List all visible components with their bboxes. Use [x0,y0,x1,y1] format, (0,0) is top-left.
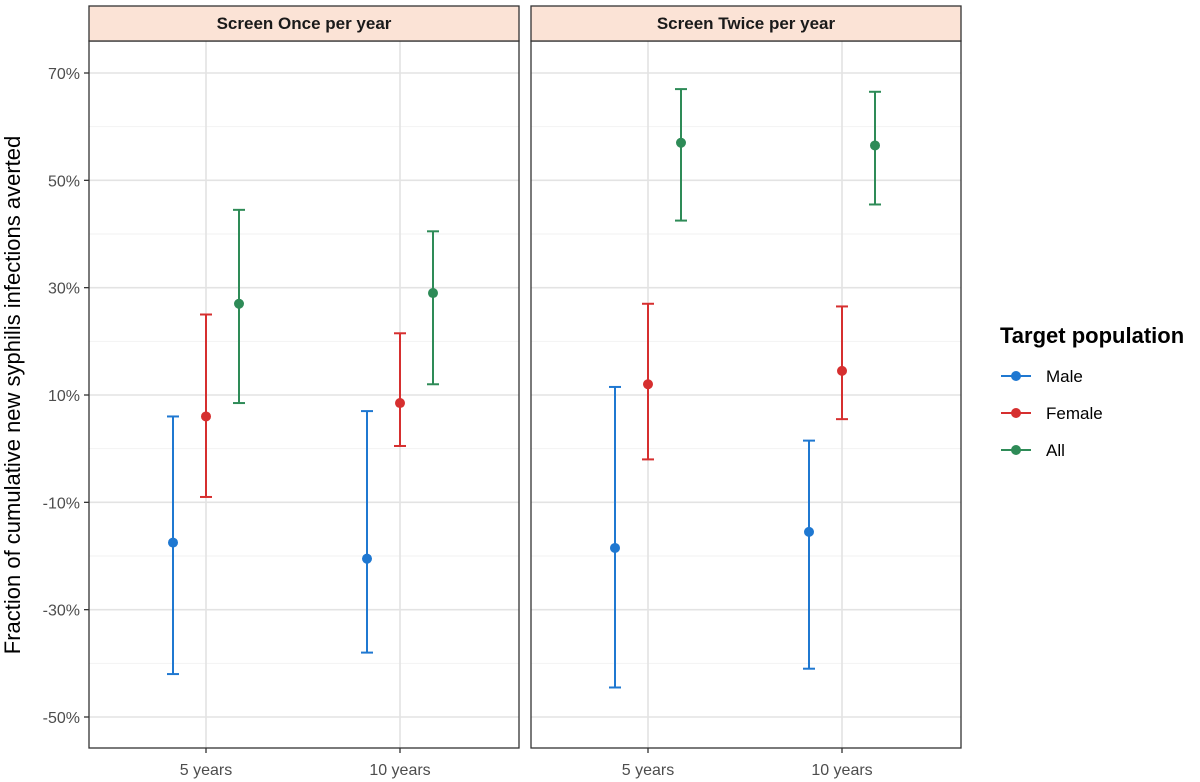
y-tick-label: 70% [48,66,80,83]
x-tick-label: 10 years [369,762,430,779]
facet-strip [88,5,520,42]
x-tick-label: 5 years [180,762,232,779]
facet-title: Screen Twice per year [657,14,836,33]
legend-key-point [1011,408,1021,418]
error-bar [394,332,406,447]
data-point [870,140,880,151]
error-bar [200,313,212,498]
x-tick-label: 5 years [622,762,674,779]
y-axis-label: Fraction of cumulative new syphilis infe… [0,136,25,654]
error-bar [609,385,621,689]
legend: Target population Male Female All [1000,323,1184,460]
legend-entry: Male [1001,367,1083,386]
facet-panel: Screen Twice per year 5 years 10 years [530,5,962,779]
error-bar [427,230,439,386]
y-tick-label: 50% [48,173,80,190]
legend-label: All [1046,441,1065,460]
facet-title: Screen Once per year [217,14,392,33]
error-bar [836,305,848,421]
data-point [676,137,686,148]
legend-key-point [1011,371,1021,381]
error-bar [803,439,815,670]
facet-panel: Screen Once per year 5 years 10 years [88,5,520,779]
data-point [837,365,847,376]
legend-key-point [1011,445,1021,455]
data-point [201,411,211,422]
legend-label: Male [1046,367,1083,386]
data-point [168,537,178,548]
x-tick-label: 10 years [811,762,872,779]
y-tick-label: -50% [43,710,80,727]
legend-label: Female [1046,404,1103,423]
data-point [643,379,653,390]
data-point [395,398,405,409]
y-tick-label: 10% [48,388,80,405]
y-tick-label: 30% [48,281,80,298]
y-tick-label: -30% [43,603,80,620]
facet-strip [530,5,962,42]
data-point [428,288,438,299]
data-point [362,553,372,564]
data-point [610,542,620,553]
y-axis: 70% 50% 30% 10% -10% -30% -50% [43,66,89,727]
legend-entry: All [1001,441,1065,460]
error-bar [675,88,687,222]
data-point [804,526,814,537]
legend-entry: Female [1001,404,1103,423]
legend-title: Target population [1000,323,1184,348]
error-bar [361,410,373,654]
y-tick-label: -10% [43,495,80,512]
data-point [234,298,244,309]
